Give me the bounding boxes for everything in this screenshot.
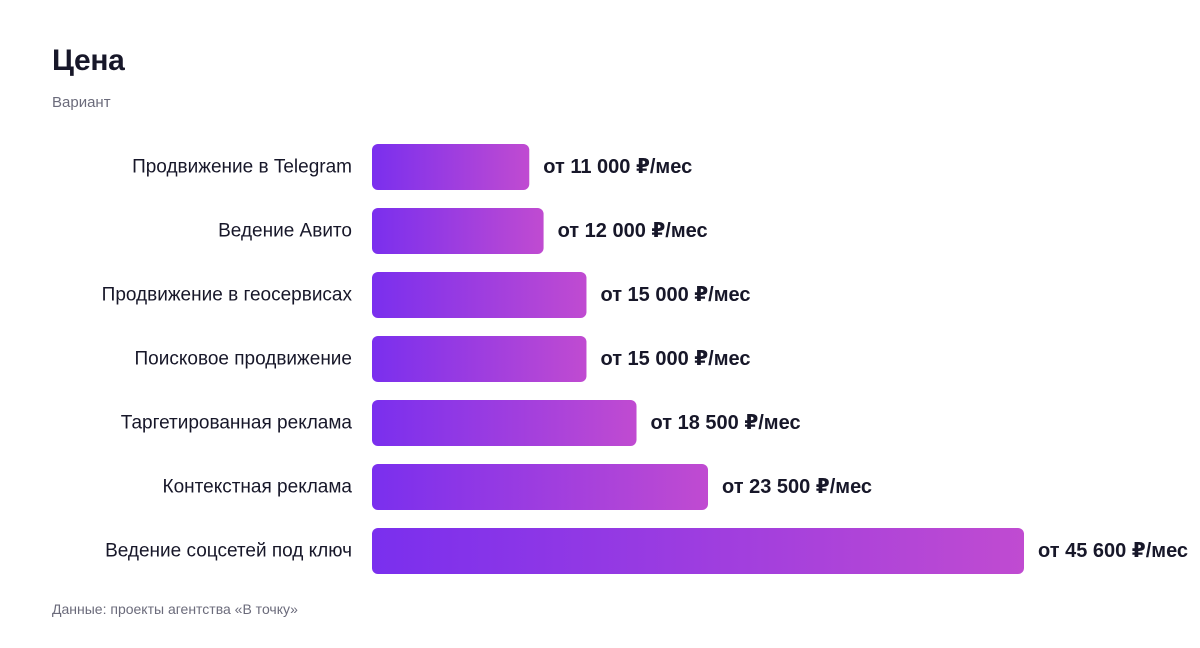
bars-group: Продвижение в Telegram от 11 000 ₽/мес Вед… [102,144,1188,574]
category-label: Контекстная реклама [163,477,353,498]
value-label: от 23 500 ₽/мес [722,476,872,498]
source-note: Данные: проекты агентства «В точку» [52,601,298,617]
bar [372,144,530,190]
chart-title: Цена [52,44,125,77]
bar [372,208,544,254]
category-label: Ведение Авито [218,221,352,242]
value-label: от 11 000 ₽/мес [543,156,692,178]
bar [372,528,1024,574]
value-label: от 15 000 ₽/мес [600,348,750,370]
value-label: от 15 000 ₽/мес [600,284,750,306]
category-label: Поисковое продвижение [135,349,352,370]
bar [372,272,587,318]
category-label: Продвижение в геосервисах [102,285,353,306]
category-label: Ведение соцсетей под ключ [105,541,352,562]
bar [372,400,637,446]
bar [372,464,709,510]
value-label: от 12 000 ₽/мес [558,220,708,242]
category-label: Таргетированная реклама [121,413,353,434]
chart-subtitle: Вариант [52,94,111,111]
category-label: Продвижение в Telegram [132,157,352,178]
value-label: от 18 500 ₽/мес [651,412,801,434]
bar [372,336,587,382]
value-label: от 45 600 ₽/мес [1038,540,1188,562]
